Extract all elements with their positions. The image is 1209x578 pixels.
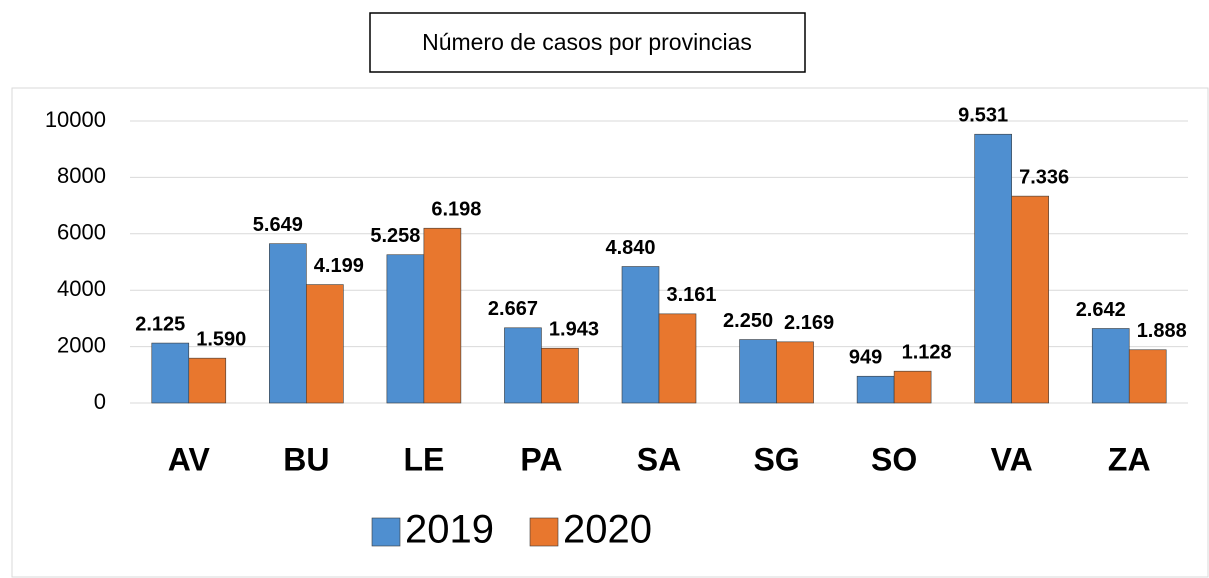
data-label: 7.336 xyxy=(1019,166,1069,188)
bar xyxy=(386,254,425,404)
data-label: 5.649 xyxy=(253,214,303,236)
y-tick-label: 4000 xyxy=(57,276,106,301)
bar xyxy=(423,227,462,404)
bar xyxy=(151,342,190,404)
legend-swatch xyxy=(529,517,559,547)
chart-title: Número de casos por provincias xyxy=(422,29,752,55)
data-label: 2.667 xyxy=(488,298,538,320)
bar xyxy=(621,266,660,404)
y-tick-label: 0 xyxy=(94,389,106,414)
y-tick-label: 6000 xyxy=(57,220,106,245)
y-tick-label: 10000 xyxy=(45,107,106,132)
data-label: 1.128 xyxy=(902,341,952,363)
x-tick-label: ZA xyxy=(1108,441,1151,477)
data-label: 1.888 xyxy=(1137,320,1187,342)
data-label: 6.198 xyxy=(431,198,481,220)
legend-label: 2020 xyxy=(563,508,652,552)
y-tick-label: 2000 xyxy=(57,332,106,357)
x-tick-label: SA xyxy=(637,441,681,477)
bar xyxy=(1128,349,1167,404)
chart-frame xyxy=(11,87,1209,578)
bar xyxy=(974,133,1012,404)
bar xyxy=(893,370,932,404)
bar xyxy=(739,339,777,404)
data-label: 949 xyxy=(849,347,882,369)
data-label: 2.250 xyxy=(723,310,773,332)
title-box xyxy=(369,12,806,73)
legend-label: 2019 xyxy=(405,508,494,552)
data-label: 4.840 xyxy=(605,237,655,259)
data-label: 9.531 xyxy=(958,105,1008,127)
bar xyxy=(658,313,697,404)
bar xyxy=(1091,328,1130,404)
x-tick-label: BU xyxy=(283,441,329,477)
bar xyxy=(188,357,227,404)
data-label: 1.943 xyxy=(549,318,599,340)
legend-swatch xyxy=(371,517,401,547)
x-tick-label: SG xyxy=(753,441,799,477)
bar xyxy=(306,284,344,404)
bar xyxy=(504,327,542,404)
x-tick-label: LE xyxy=(403,441,444,477)
bar xyxy=(1011,195,1049,404)
x-tick-label: VA xyxy=(991,441,1033,477)
x-tick-label: AV xyxy=(168,441,211,477)
y-tick-label: 8000 xyxy=(57,163,106,188)
bar xyxy=(269,243,307,404)
data-label: 3.161 xyxy=(666,284,716,306)
x-tick-label: PA xyxy=(520,441,562,477)
bar xyxy=(856,375,895,404)
bar xyxy=(541,347,579,404)
data-label: 2.169 xyxy=(784,312,834,334)
data-label: 2.642 xyxy=(1076,299,1126,321)
x-tick-label: SO xyxy=(871,441,917,477)
data-label: 1.590 xyxy=(196,328,246,350)
data-label: 2.125 xyxy=(135,313,185,335)
bar xyxy=(776,341,814,404)
data-label: 5.258 xyxy=(370,225,420,247)
data-label: 4.199 xyxy=(314,255,364,277)
